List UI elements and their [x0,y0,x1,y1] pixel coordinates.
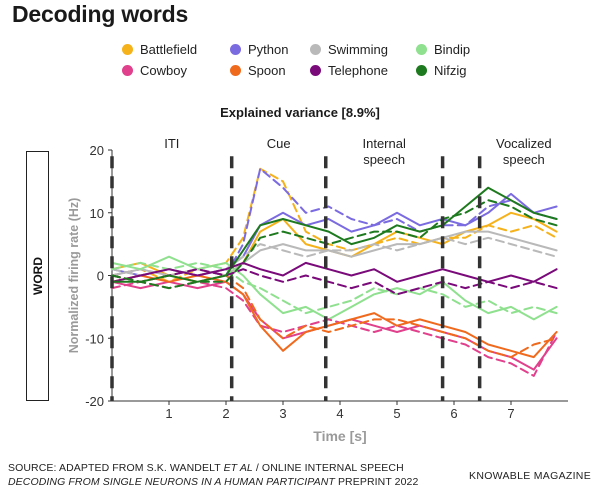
legend-swatch [416,44,427,55]
legend-item-bindip: Bindip [416,42,470,57]
series-line-nifzig-dashed [111,199,558,290]
series-line-cowboy-solid [111,280,558,371]
legend-item-battlefield: Battlefield [122,42,197,57]
phase-label-2-line-0: Internal [362,136,405,151]
legend-swatch [230,44,241,55]
legend-label: Python [248,42,289,57]
y-tick-label: 10 [90,206,104,221]
x-tick-label: 7 [507,406,514,421]
y-tick-label: 0 [97,269,104,284]
legend-item-swimming: Swimming [310,42,388,57]
y-tick-label: 20 [90,143,104,158]
legend-label: Nifzig [434,63,467,78]
series-line-bindip-solid [111,255,558,321]
y-tick-label: -10 [85,331,104,346]
x-axis-label: Time [s] [313,428,366,444]
series-line-telephone-solid [111,261,558,283]
x-tick-label: 2 [222,406,229,421]
legend-label: Spoon [248,63,286,78]
legend-item-telephone: Telephone [310,63,388,78]
series-line-telephone-dashed [111,268,558,296]
legend-swatch [416,65,427,76]
legend-label: Telephone [328,63,388,78]
legend: Battlefield Python Swimming Bindip Cowboy Spo… [0,0,600,90]
legend-label: Swimming [328,42,388,57]
phase-label-3-line-0: Vocalized [496,136,552,151]
source-line-1: SOURCE: ADAPTED FROM S.K. WANDELT ET AL … [8,462,404,474]
brand-label: KNOWABLE MAGAZINE [469,470,591,482]
word-label-box [26,151,49,401]
legend-item-nifzig: Nifzig [416,63,467,78]
phase-label-0-line-0: ITI [164,136,179,151]
x-tick-label: 5 [393,406,400,421]
legend-item-cowboy: Cowboy [122,63,187,78]
series-line-cowboy-dashed [111,280,558,377]
x-tick-label: 4 [336,406,343,421]
source-line-2: DECODING FROM SINGLE NEURONS IN A HUMAN … [8,476,419,488]
page-title: Decoding words [12,1,189,27]
x-tick-label: 3 [279,406,286,421]
legend-swatch [310,44,321,55]
legend-item-python: Python [230,42,288,57]
phase-label-2-line-1: speech [363,152,405,167]
legend-swatch [122,65,133,76]
y-axis-label: Normalized firing rate (Hz) [67,198,81,354]
source-note: SOURCE: ADAPTED FROM S.K. WANDELT ET AL … [8,461,418,489]
legend-swatch [310,65,321,76]
legend-label: Battlefield [140,42,198,57]
subtitle-value: [8.9%] [341,105,380,120]
x-tick-label: 6 [450,406,457,421]
legend-swatch [230,65,241,76]
legend-label: Cowboy [140,63,187,78]
series-line-spoon-solid [111,274,558,359]
phase-label-1-line-0: Cue [267,136,291,151]
legend-swatch [122,44,133,55]
legend-item-spoon: Spoon [230,63,286,78]
legend-label: Bindip [434,42,471,57]
y-tick-label: -20 [85,394,104,409]
series-line-bindip-dashed [111,261,558,315]
line-chart: 20 10 0 -10 -20 1 2 3 4 5 6 7 Time [s] Normalized fir… [67,136,568,444]
phase-label-3-line-1: speech [503,152,545,167]
x-tick-label: 1 [165,406,172,421]
chart-subtitle: Explained variance [8.9%] [0,105,600,120]
series-line-nifzig-solid [111,186,558,283]
subtitle-text: Explained variance [220,105,342,120]
